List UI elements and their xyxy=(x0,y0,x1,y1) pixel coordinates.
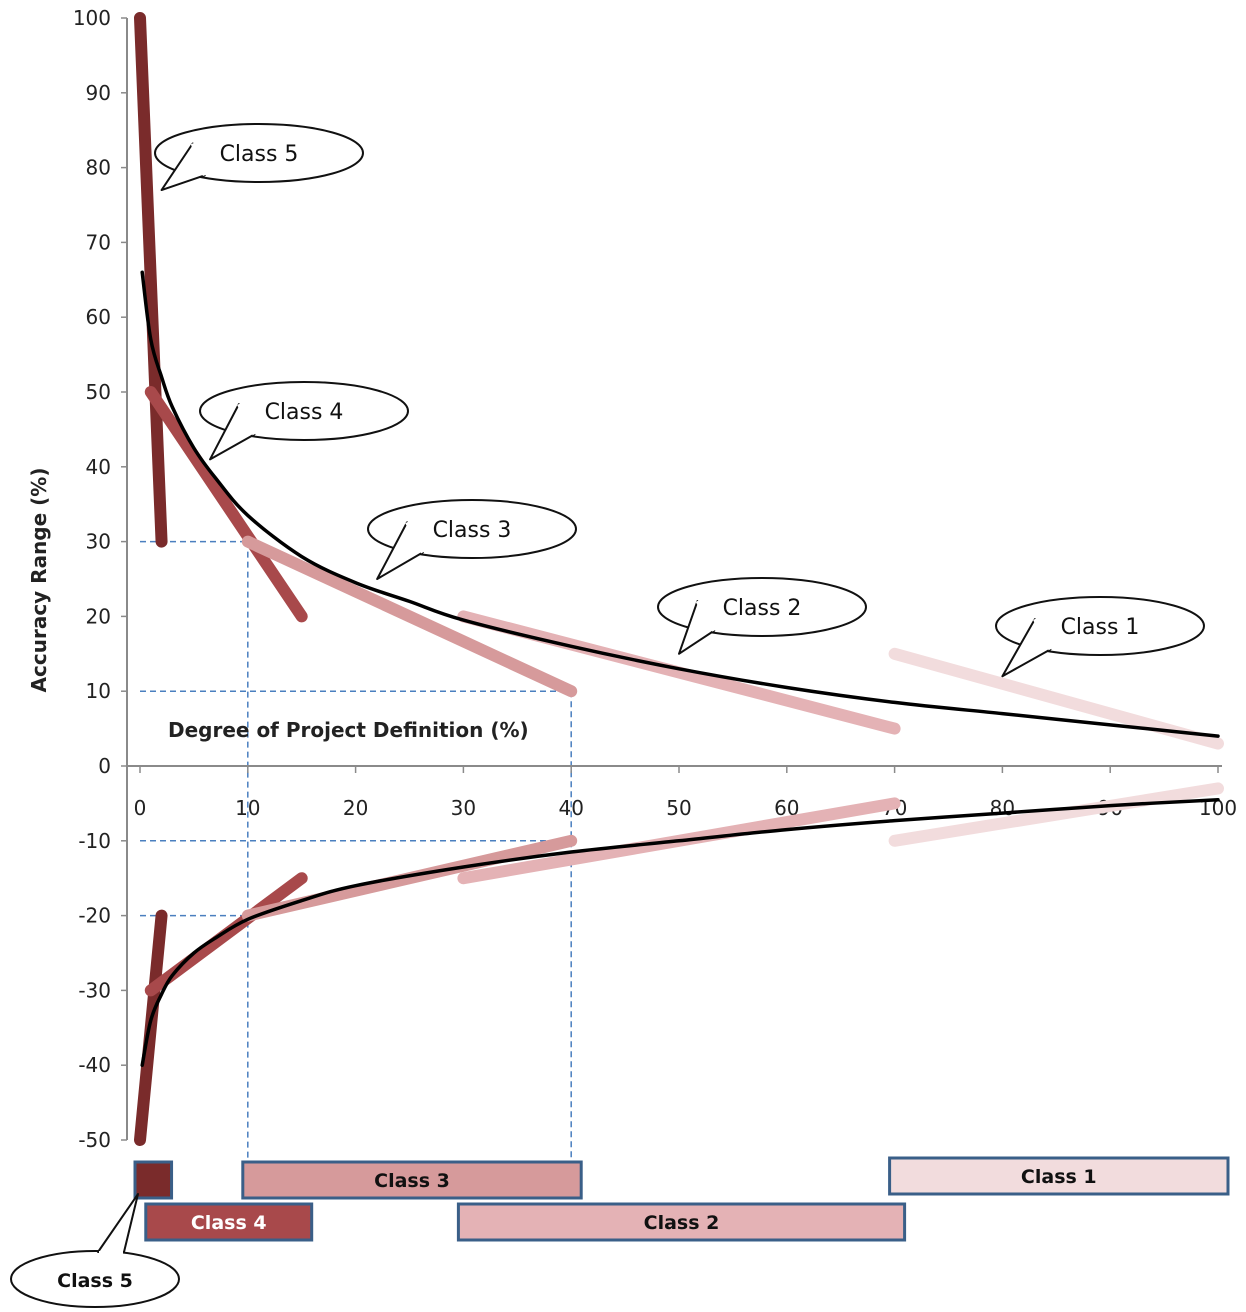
range-bar-rect xyxy=(888,1156,1230,1196)
y-tick-label: 0 xyxy=(98,754,111,778)
y-tick-label: 50 xyxy=(86,380,111,404)
callout-label: Class 2 xyxy=(723,596,802,621)
y-tick-label: 80 xyxy=(86,156,111,180)
class-5-range-line xyxy=(134,12,168,548)
y-tick-label: 70 xyxy=(86,230,111,254)
callout-bubble xyxy=(154,123,364,183)
callout-pointer-mask xyxy=(695,600,716,632)
range-bars: Class 5 Class 4 Class 3 Class 2 Class 1 xyxy=(10,1156,1230,1308)
range-bar-label: Class 3 xyxy=(374,1170,450,1192)
class-3-callout: Class 3 xyxy=(367,499,577,580)
class-4-callout: Class 4 xyxy=(199,381,409,461)
y-tick-label: 40 xyxy=(86,455,111,479)
y-tick-label: 30 xyxy=(86,530,111,554)
callout-label: Class 5 xyxy=(220,142,299,167)
class-5-callout: Class 5 xyxy=(154,123,364,192)
class-2-range-bar: Class 2 xyxy=(456,1202,907,1242)
y-tick-label: -50 xyxy=(78,1128,111,1152)
class-series xyxy=(134,12,1224,1146)
range-bar-rect xyxy=(144,1202,314,1242)
range-bar-callout-pointer xyxy=(97,1193,139,1253)
callout-pointer-mask xyxy=(405,521,425,554)
callout-label: Class 1 xyxy=(1061,615,1140,640)
class-1-range-line xyxy=(888,647,1224,750)
callout-label: Class 3 xyxy=(433,518,512,543)
class-5-range-bar: Class 5 xyxy=(10,1160,180,1308)
callout-label: Class 4 xyxy=(265,400,344,425)
range-bar-callout xyxy=(10,1250,180,1308)
range-bar-rect xyxy=(456,1202,907,1242)
y-tick-label: 90 xyxy=(86,81,111,105)
class-4-range-bar: Class 4 xyxy=(144,1202,314,1242)
range-bar-rect xyxy=(241,1160,583,1200)
y-tick-label: -40 xyxy=(78,1053,111,1077)
trend-curve xyxy=(140,270,1220,738)
x-tick-label: 30 xyxy=(451,796,476,820)
y-axis-title: Accuracy Range (%) xyxy=(27,468,51,693)
y-tick-label: 60 xyxy=(86,305,111,329)
class-3-range-bar: Class 3 xyxy=(241,1160,583,1200)
x-axis-title: Degree of Project Definition (%) xyxy=(168,718,529,742)
x-tick-label: 20 xyxy=(343,796,368,820)
class-2-callout: Class 2 xyxy=(657,577,867,655)
axes xyxy=(126,18,1222,1140)
trend-curve xyxy=(140,797,1220,1067)
range-bar-label: Class 5 xyxy=(57,1270,133,1292)
y-tick-label: 20 xyxy=(86,604,111,628)
class-2-range-line xyxy=(457,610,901,735)
trend-curves xyxy=(140,270,1220,1067)
range-bar-label: Class 4 xyxy=(191,1212,267,1234)
callout-pointer-mask xyxy=(190,142,207,176)
class-3-range-line xyxy=(241,834,578,922)
y-tick-label: 10 xyxy=(86,679,111,703)
y-tick-label: -10 xyxy=(78,829,111,853)
class-1-range-line xyxy=(888,782,1224,847)
class-1-range-bar: Class 1 xyxy=(888,1156,1230,1196)
x-tick-label: 50 xyxy=(666,796,691,820)
range-bar-label: Class 2 xyxy=(644,1212,720,1234)
class-1-callout: Class 1 xyxy=(995,596,1205,678)
callouts: Class 5 Class 4 Class 3 Class 2 Class 1 xyxy=(154,123,1205,678)
callout-pointer-mask xyxy=(237,403,257,436)
class-3-range-line xyxy=(241,535,578,698)
range-bar-label: Class 1 xyxy=(1021,1166,1097,1188)
x-tick-label: 0 xyxy=(134,796,147,820)
class-4-range-line xyxy=(144,386,308,623)
guide-lines xyxy=(140,540,572,1163)
callout-pointer-mask xyxy=(1033,618,1053,651)
y-tick-label: -30 xyxy=(78,978,111,1002)
range-bar-rect xyxy=(133,1160,174,1200)
y-tick-label: -20 xyxy=(78,904,111,928)
x-tick-label: 10 xyxy=(235,796,260,820)
x-tick-label: 40 xyxy=(558,796,583,820)
y-tick-label: 100 xyxy=(73,6,111,30)
